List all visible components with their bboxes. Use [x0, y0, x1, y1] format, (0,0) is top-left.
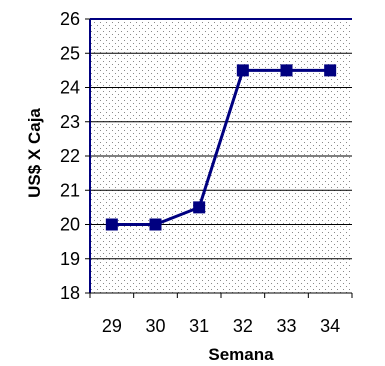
series-group	[105, 64, 337, 231]
y-tick-label-23: 23	[60, 112, 80, 132]
x-tick-label-32: 32	[233, 316, 253, 336]
y-tick-label-18: 18	[60, 283, 80, 303]
x-tick-label-30: 30	[145, 316, 165, 336]
y-tick-labels: 18 19 20 21 22 23 24 25 26	[60, 9, 80, 303]
x-tick-labels: 29 30 31 32 33 34	[102, 316, 340, 336]
y-tick-label-22: 22	[60, 146, 80, 166]
x-tick-label-33: 33	[276, 316, 296, 336]
y-tick-label-26: 26	[60, 9, 80, 29]
axes	[85, 18, 353, 298]
data-point-34	[324, 64, 337, 77]
x-tick-label-29: 29	[102, 316, 122, 336]
x-tick-label-34: 34	[320, 316, 340, 336]
y-tick-label-25: 25	[60, 43, 80, 63]
data-point-29	[105, 218, 118, 231]
y-tick-label-20: 20	[60, 215, 80, 235]
y-tick-label-21: 21	[60, 180, 80, 200]
data-point-30	[149, 218, 162, 231]
series-line-0	[111, 68, 331, 226]
data-point-32	[236, 64, 249, 77]
y-tick-label-24: 24	[60, 78, 80, 98]
x-tick-label-31: 31	[189, 316, 209, 336]
x-axis-title: Semana	[208, 345, 274, 364]
y-axis-title: US$ X Caja	[25, 108, 44, 198]
y-tick-label-19: 19	[60, 249, 80, 269]
data-point-33	[280, 64, 293, 77]
data-point-31	[193, 201, 206, 214]
